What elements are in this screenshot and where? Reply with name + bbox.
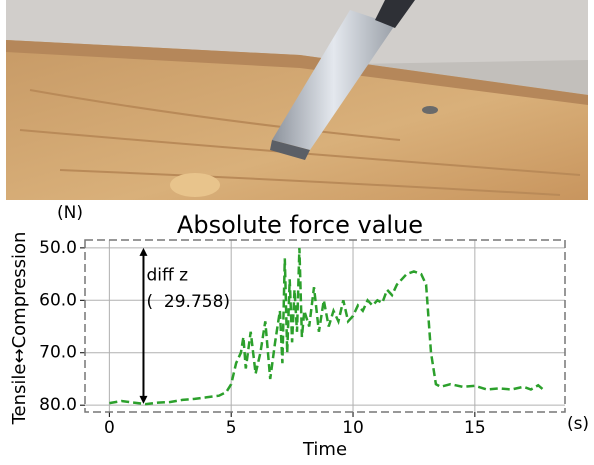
y-axis-label: Tensile↔Compression	[9, 232, 30, 426]
y-tick-label: 60.0	[39, 290, 77, 310]
y-tick-label: 50.0	[39, 238, 77, 258]
annotation-value: ( 29.758)	[146, 292, 230, 312]
x-unit: (s)	[567, 414, 589, 434]
x-tick-label: 5	[226, 418, 237, 438]
x-tick-label: 0	[104, 418, 115, 438]
y-tick-label: 70.0	[39, 343, 77, 363]
data-line	[109, 247, 544, 406]
y-unit: (N)	[57, 203, 83, 223]
plot-frame	[84, 239, 566, 413]
x-tick-label: 15	[464, 418, 486, 438]
x-axis-label: Time	[302, 439, 347, 460]
arrow-head	[139, 247, 148, 256]
y-tick-label: 80.0	[39, 395, 77, 415]
chart-title: Absolute force value	[177, 211, 423, 239]
annotation-label: diff z	[146, 266, 188, 286]
x-tick-label: 10	[342, 418, 364, 438]
photo	[6, 0, 588, 200]
arrow-head	[139, 395, 148, 404]
